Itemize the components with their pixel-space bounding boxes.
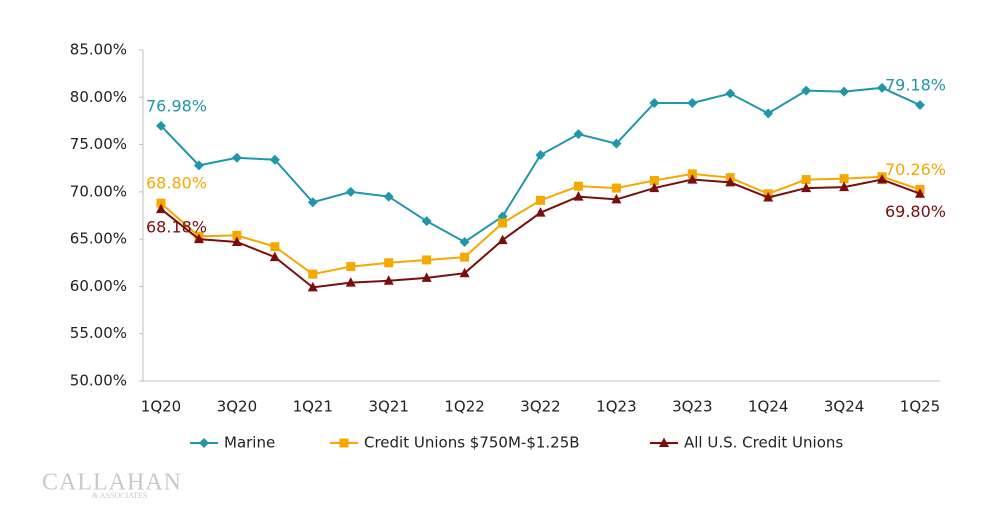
point [459, 267, 470, 278]
point [535, 149, 546, 160]
x-tick-label: 3Q22 [520, 398, 560, 416]
point [498, 218, 508, 228]
point [839, 174, 849, 184]
legend-label: Marine [224, 434, 275, 452]
point [877, 174, 888, 184]
point [156, 203, 166, 214]
x-tick-label: 1Q22 [444, 398, 484, 416]
point [383, 191, 394, 202]
data-label: 69.80% [885, 202, 946, 221]
point [421, 216, 432, 227]
y-tick-label: 60.00% [70, 277, 127, 295]
point [231, 236, 242, 246]
point [801, 85, 812, 96]
y-tick-label: 75.00% [70, 135, 127, 153]
x-tick-label: 1Q25 [900, 398, 940, 416]
point [687, 97, 698, 108]
point [156, 120, 166, 131]
point [307, 281, 318, 292]
legend-label: All U.S. Credit Unions [684, 434, 843, 452]
point [269, 251, 280, 262]
point [573, 129, 584, 140]
legend-marker [659, 437, 669, 447]
data-label: 68.18% [146, 218, 207, 237]
point [421, 272, 432, 282]
point [877, 82, 888, 93]
data-label: 68.80% [146, 174, 207, 193]
point [269, 154, 280, 165]
series-line [160, 178, 921, 289]
point [687, 174, 698, 184]
point [725, 176, 736, 187]
point [232, 230, 242, 240]
point [649, 176, 659, 186]
x-tick-label: 1Q24 [748, 398, 788, 416]
point [460, 252, 470, 262]
data-label: 70.26% [885, 160, 946, 179]
point [649, 182, 660, 193]
point [231, 152, 242, 163]
point [801, 175, 811, 185]
x-tick-label: 1Q23 [596, 398, 636, 416]
point [915, 188, 925, 198]
point [307, 197, 318, 208]
point [345, 277, 356, 287]
series-line [160, 86, 921, 244]
point [611, 183, 621, 193]
y-tick-label: 55.00% [70, 324, 127, 342]
point [535, 207, 546, 217]
y-tick-label: 65.00% [70, 230, 127, 248]
logo: CALLAHAN [42, 470, 182, 496]
point [497, 234, 508, 245]
point [725, 88, 736, 99]
point [687, 169, 697, 179]
point [459, 236, 470, 247]
point [801, 182, 812, 193]
y-tick-label: 50.00% [70, 372, 127, 390]
point [193, 233, 204, 244]
point [384, 258, 394, 268]
data-label: 79.18% [885, 76, 946, 95]
x-tick-label: 1Q20 [141, 398, 181, 416]
point [536, 195, 545, 205]
y-tick-label: 70.00% [70, 182, 127, 200]
point [649, 97, 660, 108]
point [573, 191, 584, 201]
x-tick-label: 3Q20 [217, 398, 257, 416]
point [763, 108, 774, 119]
point [915, 100, 925, 111]
point [383, 275, 394, 285]
legend-marker [199, 438, 209, 448]
point [156, 198, 166, 208]
point [270, 242, 280, 252]
point [422, 255, 432, 265]
x-tick-label: 1Q21 [293, 398, 333, 416]
logo-sub: & ASSOCIATES [92, 491, 147, 500]
point [193, 160, 204, 171]
y-tick-label: 80.00% [70, 88, 127, 106]
data-label: 76.98% [146, 96, 207, 115]
point [611, 138, 622, 149]
x-tick-label: 3Q21 [368, 398, 408, 416]
point [345, 186, 356, 197]
legend-label: Credit Unions $750M-$1.25B [364, 434, 580, 452]
point [839, 86, 850, 97]
point [839, 181, 850, 192]
x-tick-label: 3Q24 [824, 398, 864, 416]
y-tick-label: 85.00% [70, 41, 127, 59]
point [573, 181, 583, 191]
point [346, 262, 356, 272]
point [611, 193, 622, 204]
point [308, 269, 318, 279]
point [763, 192, 774, 202]
legend-marker [339, 438, 349, 448]
x-tick-label: 3Q23 [672, 398, 712, 416]
